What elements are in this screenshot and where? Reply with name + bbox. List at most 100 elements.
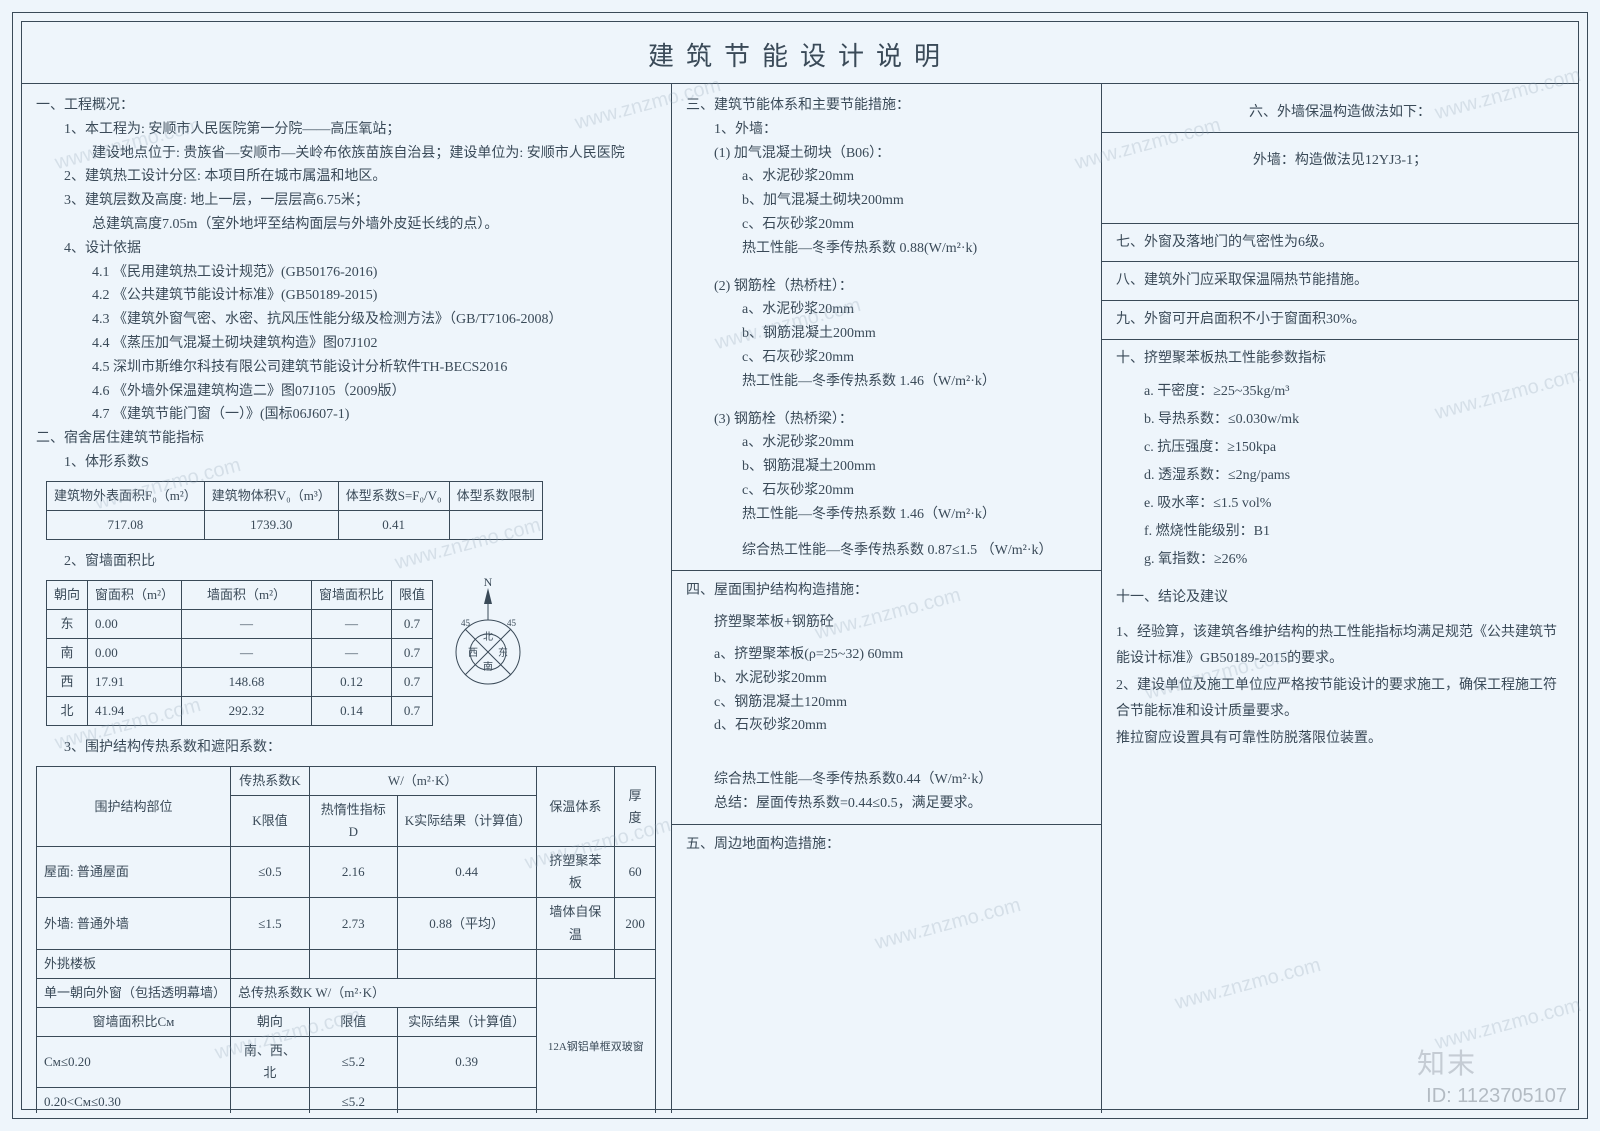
c1-p2-1: 1、体形系数S xyxy=(36,451,657,475)
t2r2c0: 西 xyxy=(47,668,88,697)
t2r2c4: 0.7 xyxy=(392,668,433,697)
t2r2c2: 148.68 xyxy=(182,668,312,697)
c2-s12: (2) 钢筋栓（热桥柱）： xyxy=(686,275,1087,299)
t3h0: 围护结构部位 xyxy=(37,767,231,847)
t1-h3: 体型系数限制 xyxy=(449,481,542,510)
c1-p4: 4、设计依据 xyxy=(36,237,657,261)
c3-p10e: e. 吸水率：≤1.5 vol% xyxy=(1144,490,1564,518)
t2r3c0: 北 xyxy=(47,697,88,726)
divider2 xyxy=(672,824,1101,825)
section-11-heading: 十一、结论及建议 xyxy=(1116,586,1564,610)
t4r0c1: 南、西、北 xyxy=(230,1036,309,1087)
c2-s13e: 热工性能—冬季传热系数 1.46（W/m²·k） xyxy=(686,503,1087,527)
section-5-heading: 五、周边地面构造措施： xyxy=(686,833,1087,857)
t3h2-0: K限值 xyxy=(230,796,309,847)
footer-logo: 知末 xyxy=(1417,1042,1477,1082)
c3-p11a: 1、经验算，该建筑各维护结构的热工性能指标均满足规范《公共建筑节能设计标准》GB… xyxy=(1116,620,1564,673)
c2-s11e: 热工性能—冬季传热系数 0.88(W/m²·k) xyxy=(686,237,1087,261)
c2-s12c: c、石灰砂浆20mm xyxy=(686,346,1087,370)
table-envelope-k: 围护结构部位 传热系数K W/（m²·K） 保温体系 厚度 K限值 热惰性指标D… xyxy=(36,766,656,1113)
section-10-heading: 十、挤塑聚苯板热工性能参数指标 xyxy=(1102,347,1578,371)
c2-s4a: a、挤塑聚苯板(ρ=25~32) 60mm xyxy=(686,643,1087,667)
svg-text:西: 西 xyxy=(468,648,478,659)
t1-h0: 建筑物外表面积F₀（m²） xyxy=(47,481,205,510)
t3r1c2: 2.73 xyxy=(309,898,397,949)
footer-id: ID: 1123705107 xyxy=(1426,1085,1567,1108)
t4h2-2: 限值 xyxy=(309,1007,397,1036)
c2-s1h: 1、外墙： xyxy=(686,118,1087,142)
c2-s11b: b、加气混凝土砌块200mm xyxy=(686,189,1087,213)
c3-p10c: c. 抗压强度：≥150kpa xyxy=(1144,434,1564,462)
c3-p6: 外墙：构造做法见12YJ3-1； xyxy=(1102,149,1578,173)
svg-text:45: 45 xyxy=(461,618,471,628)
c2-s13c: c、石灰砂浆20mm xyxy=(686,479,1087,503)
column-3: 六、外墙保温构造做法如下： 外墙：构造做法见12YJ3-1； 七、外窗及落地门的… xyxy=(1102,84,1578,1113)
c2-s13b: b、钢筋混凝土200mm xyxy=(686,455,1087,479)
t3h1: 传热系数K xyxy=(230,767,309,796)
t4r0c2: ≤5.2 xyxy=(309,1036,397,1087)
c2-s4f: 总结：屋面传热系数=0.44≤0.5，满足要求。 xyxy=(686,792,1087,816)
t4h2-1: 朝向 xyxy=(230,1007,309,1036)
inner-frame: 建筑节能设计说明 一、工程概况： 1、本工程为: 安顺市人民医院第一分院——高压… xyxy=(21,21,1579,1110)
section-9-heading: 九、外窗可开启面积不小于窗面积30%。 xyxy=(1102,308,1578,332)
c1-p1a: 1、本工程为: 安顺市人民医院第一分院——高压氧站； xyxy=(36,118,657,142)
c2-s12b: b、钢筋混凝土200mm xyxy=(686,322,1087,346)
t3r2c3 xyxy=(397,949,536,978)
svg-text:北: 北 xyxy=(483,631,493,643)
divider xyxy=(672,570,1101,571)
t3r1c3: 0.88（平均） xyxy=(397,898,536,949)
t4r1c0: 0.20<Cᴍ≤0.30 xyxy=(37,1088,231,1113)
t2r2c3: 0.12 xyxy=(312,668,392,697)
c1-p2-2: 2、窗墙面积比 xyxy=(36,550,657,574)
t3r2c1 xyxy=(230,949,309,978)
t3h4: 保温体系 xyxy=(536,767,615,847)
c1-p42: 4.2 《公共建筑节能设计标准》(GB50189-2015) xyxy=(36,284,657,308)
t4h1b: 总传热系数K W/（m²·K） xyxy=(230,978,536,1007)
table-shape-coeff: 建筑物外表面积F₀（m²） 建筑物体积V₀（m³） 体型系数S=F₀/V₀ 体型… xyxy=(46,481,543,540)
t4r0c0: Cᴍ≤0.20 xyxy=(37,1036,231,1087)
t2r0c2: — xyxy=(182,609,312,638)
t2r1c1: 0.00 xyxy=(88,638,182,667)
c1-p47: 4.7 《建筑节能门窗（一）》(国标06J607-1) xyxy=(36,403,657,427)
t4r1c2: ≤5.2 xyxy=(309,1088,397,1113)
t3h5: 厚度 xyxy=(615,767,656,847)
t2h3: 窗墙面积比 xyxy=(312,580,392,609)
section-6-heading: 六、外墙保温构造做法如下： xyxy=(1102,101,1578,125)
svg-text:N: N xyxy=(484,575,493,589)
t2r2c1: 17.91 xyxy=(88,668,182,697)
column-1: 一、工程概况： 1、本工程为: 安顺市人民医院第一分院——高压氧站； 建设地点位… xyxy=(22,84,672,1113)
c1-p3a: 3、建筑层数及高度: 地上一层，一层层高6.75米； xyxy=(36,189,657,213)
svg-text:南: 南 xyxy=(483,660,493,673)
t2r1c2: — xyxy=(182,638,312,667)
compass-icon: N 45 45 北 西 东 南 xyxy=(443,574,533,703)
t2h0: 朝向 xyxy=(47,580,88,609)
c3-p10b: b. 导热系数：≤0.030w/mk xyxy=(1144,406,1564,434)
t1-c3 xyxy=(449,510,542,539)
t4r1c1 xyxy=(230,1088,309,1113)
t2r1c3: — xyxy=(312,638,392,667)
t2h1: 窗面积（m²） xyxy=(88,580,182,609)
c1-p43: 4.3 《建筑外窗气密、水密、抗风压性能分级及检测方法》（GB/T7106-20… xyxy=(36,308,657,332)
c3-p10a: a. 干密度：≥25~35kg/m³ xyxy=(1144,378,1564,406)
t2h4: 限值 xyxy=(392,580,433,609)
page-title: 建筑节能设计说明 xyxy=(22,22,1578,83)
c2-s13: (3) 钢筋栓（热桥梁）： xyxy=(686,408,1087,432)
t4r0c3: 0.39 xyxy=(397,1036,536,1087)
t3r1c4: 墙体自保温 xyxy=(536,898,615,949)
c1-p2-3: 3、围护结构传热系数和遮阳系数： xyxy=(36,736,657,760)
c1-p1b: 建设地点位于: 贵族省—安顺市—关岭布依族苗族自治县；建设单位为: 安顺市人民医… xyxy=(36,142,657,166)
section-4-heading: 四、屋面围护结构构造措施： xyxy=(686,579,1087,603)
t2r1c0: 南 xyxy=(47,638,88,667)
t1-c2: 0.41 xyxy=(338,510,449,539)
c2-s4d: d、石灰砂浆20mm xyxy=(686,714,1087,738)
columns: 一、工程概况： 1、本工程为: 安顺市人民医院第一分院——高压氧站； 建设地点位… xyxy=(22,84,1578,1113)
t3r1c0: 外墙: 普通外墙 xyxy=(37,898,231,949)
t3r2c4 xyxy=(536,949,615,978)
table-window-wall: 朝向 窗面积（m²） 墙面积（m²） 窗墙面积比 限值 东0.00——0.7 南… xyxy=(46,580,433,726)
t2h2: 墙面积（m²） xyxy=(182,580,312,609)
c2-s4e: 综合热工性能—冬季传热系数0.44（W/m²·k） xyxy=(686,768,1087,792)
section-3-heading: 三、建筑节能体系和主要节能措施： xyxy=(686,94,1087,118)
t3r0c4: 挤塑聚苯板 xyxy=(536,847,615,898)
t2r0c4: 0.7 xyxy=(392,609,433,638)
c3-p11b: 2、建设单位及施工单位应严格按节能设计的要求施工，确保工程施工符合节能标准和设计… xyxy=(1116,673,1564,726)
